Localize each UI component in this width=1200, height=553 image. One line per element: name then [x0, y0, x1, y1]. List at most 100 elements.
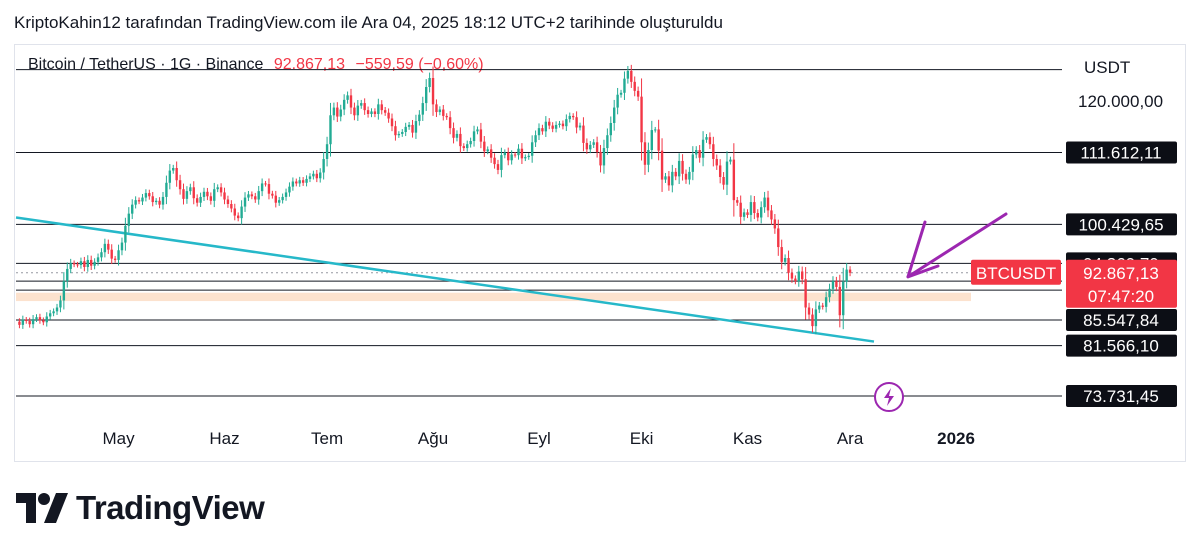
currency-label[interactable]: USDT: [1084, 58, 1131, 77]
chart-frame: [14, 44, 1186, 462]
symbol-badge[interactable]: [971, 259, 1061, 285]
candle-body: [544, 121, 548, 132]
candle-body: [558, 123, 561, 125]
symbol-legend[interactable]: Bitcoin / TetherUS · 1G · Binance 92.867…: [28, 56, 484, 74]
candle-body: [797, 271, 800, 282]
candle-body: [291, 181, 295, 187]
candle-body: [62, 281, 66, 301]
candle-body: [83, 261, 86, 267]
candle-body: [25, 319, 28, 321]
candle-body: [520, 148, 524, 159]
candle-body: [623, 78, 626, 93]
candle-body: [301, 180, 305, 183]
tradingview-logo[interactable]: TradingView: [16, 486, 265, 530]
candle-body: [592, 142, 595, 145]
candle-body: [585, 142, 589, 150]
candle-body: [818, 305, 821, 310]
candle-body: [732, 159, 736, 201]
current-price-badge: [1066, 259, 1177, 308]
candle-body: [718, 165, 722, 177]
candle-body: [182, 189, 185, 199]
candle-body: [530, 142, 534, 156]
x-tick-label: Ara: [837, 429, 864, 448]
candle-body: [213, 189, 216, 201]
candle-body: [336, 107, 339, 117]
candle-body: [247, 194, 250, 198]
candle-body: [264, 183, 267, 185]
candle-body: [448, 117, 452, 129]
level-label: 85.547,84: [1083, 311, 1159, 330]
candle-body: [55, 307, 59, 312]
candle-body: [254, 196, 257, 200]
candle-body: [459, 133, 462, 147]
candle-body: [804, 279, 807, 308]
candle-body: [411, 124, 414, 133]
candle-body: [219, 187, 223, 193]
candle-body: [486, 149, 489, 152]
candle-body: [613, 107, 616, 123]
candle-body: [753, 202, 756, 213]
candle-body: [271, 193, 274, 196]
candle-body: [113, 258, 117, 260]
candle-body: [838, 286, 842, 316]
candle-body: [72, 263, 76, 265]
x-tick-label: May: [102, 429, 135, 448]
candle-body: [684, 173, 688, 180]
candle-body: [308, 176, 312, 179]
candle-body: [756, 213, 759, 218]
support-zone: [16, 292, 971, 302]
candle-body: [667, 176, 671, 186]
candle-body: [599, 151, 602, 166]
candle-body: [35, 317, 38, 320]
candle-body: [295, 181, 298, 184]
candle-body: [360, 103, 363, 106]
candle-body: [660, 150, 664, 180]
candle-body: [524, 157, 527, 159]
candle-body: [397, 133, 401, 136]
candle-body: [626, 70, 630, 79]
candle-body: [725, 161, 729, 185]
candle-body: [131, 204, 134, 214]
level-badge: [1066, 141, 1177, 164]
x-tick-label: Ağu: [418, 429, 448, 448]
candle-body: [537, 128, 541, 136]
candle-body: [209, 196, 213, 201]
candle-body: [548, 121, 551, 126]
candle-body: [195, 198, 199, 203]
candle-body: [127, 213, 131, 226]
candle-body: [722, 177, 725, 185]
candle-body: [394, 126, 397, 136]
candle-body: [674, 171, 677, 177]
candle-body: [366, 110, 370, 114]
candle-body: [424, 87, 428, 104]
candle-body: [643, 142, 647, 165]
level-badge: [1066, 385, 1177, 408]
candle-body: [842, 281, 845, 316]
bar-countdown: 07:47:20: [1088, 287, 1154, 306]
candle-body: [288, 186, 291, 193]
candle-body: [315, 173, 319, 179]
candle-body: [616, 94, 619, 108]
candle-body: [636, 90, 640, 97]
candle-body: [677, 160, 681, 177]
level-label: 100.429,65: [1078, 215, 1163, 234]
candle-body: [472, 131, 476, 141]
candle-body: [414, 121, 418, 133]
candle-body: [476, 129, 479, 132]
candle-body: [404, 126, 407, 132]
candle-body: [452, 128, 455, 138]
level-badge: [1066, 309, 1177, 332]
candle-body: [257, 191, 260, 200]
lightning-bolt-icon: [884, 388, 894, 406]
candle-body: [79, 261, 83, 266]
candle-body: [298, 180, 301, 184]
candle-body: [483, 141, 486, 152]
candle-body: [363, 103, 366, 111]
candle-body: [267, 184, 271, 194]
candle-body: [281, 196, 284, 201]
candle-body: [332, 107, 336, 116]
candle-body: [428, 78, 431, 87]
candle-body: [561, 123, 565, 127]
candle-body: [346, 95, 349, 100]
